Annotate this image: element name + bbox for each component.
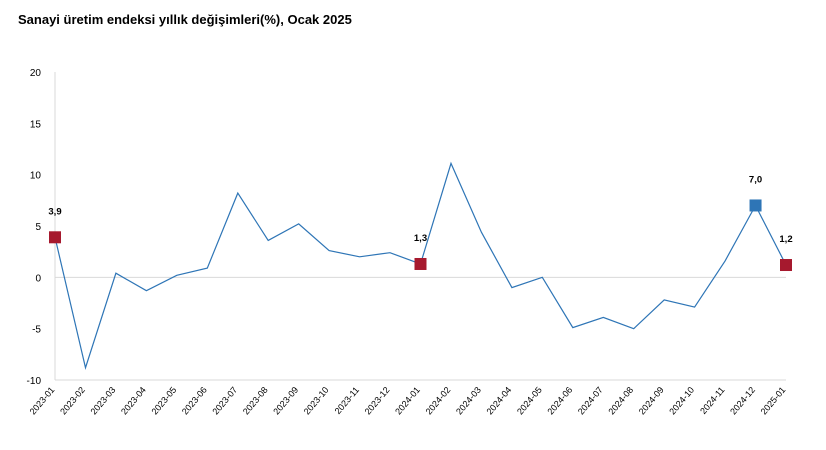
- x-tick-label: 2024-01: [393, 385, 422, 417]
- x-tick-label: 2023-03: [89, 385, 118, 417]
- data-labels: 3,9 1,3 7,0 1,2: [48, 174, 792, 245]
- data-point-marker: [49, 231, 61, 244]
- x-tick-label: 2024-06: [545, 385, 574, 417]
- x-tick-label: 2024-02: [424, 385, 453, 417]
- data-point-marker: [780, 259, 792, 272]
- x-tick-label: 2023-09: [271, 385, 300, 417]
- x-tick-label: 2023-12: [363, 385, 392, 417]
- x-tick-label: 2024-05: [515, 385, 544, 417]
- data-point-marker: [414, 257, 427, 270]
- x-tick-label: 2025-01: [759, 385, 788, 417]
- data-point-marker: [749, 199, 762, 212]
- x-tick-label: 2023-04: [119, 385, 148, 417]
- y-tick-label: 0: [35, 273, 41, 284]
- x-tick-label: 2023-08: [241, 385, 270, 417]
- x-tick-label: 2023-07: [210, 385, 239, 417]
- x-tick-label: 2024-12: [728, 385, 757, 417]
- y-tick-label: 15: [30, 119, 42, 130]
- y-tick-label: -10: [27, 376, 42, 387]
- x-axis-ticks: 2023-01 2023-02 2023-03 2023-04 2023-05 2023-…: [28, 385, 788, 417]
- x-tick-label: 2024-09: [637, 385, 666, 417]
- x-tick-label: 2023-02: [58, 385, 87, 417]
- x-tick-label: 2024-11: [698, 385, 726, 416]
- y-axis-ticks: 20 15 10 5 0 -5 -10: [27, 68, 42, 387]
- data-markers: [49, 199, 792, 272]
- chart-title: Sanayi üretim endeksi yıllık değişimleri…: [18, 12, 352, 27]
- x-tick-label: 2024-10: [667, 385, 696, 417]
- x-tick-label: 2023-01: [28, 385, 57, 417]
- data-label: 7,0: [749, 174, 762, 185]
- data-label: 1,2: [779, 234, 792, 245]
- x-tick-label: 2023-06: [180, 385, 209, 417]
- x-tick-label: 2023-11: [333, 385, 361, 416]
- y-tick-label: -5: [32, 325, 41, 336]
- x-tick-label: 2024-04: [485, 385, 514, 417]
- y-tick-label: 20: [30, 68, 42, 79]
- y-tick-label: 10: [30, 171, 42, 182]
- data-label: 1,3: [414, 233, 427, 244]
- x-tick-label: 2024-07: [576, 385, 605, 417]
- x-tick-label: 2023-05: [149, 385, 178, 417]
- data-label: 3,9: [48, 206, 61, 217]
- chart-axes: [54, 72, 786, 381]
- y-tick-label: 5: [35, 222, 41, 233]
- x-tick-label: 2023-10: [302, 385, 331, 417]
- x-tick-label: 2024-08: [606, 385, 635, 417]
- x-tick-label: 2024-03: [454, 385, 483, 417]
